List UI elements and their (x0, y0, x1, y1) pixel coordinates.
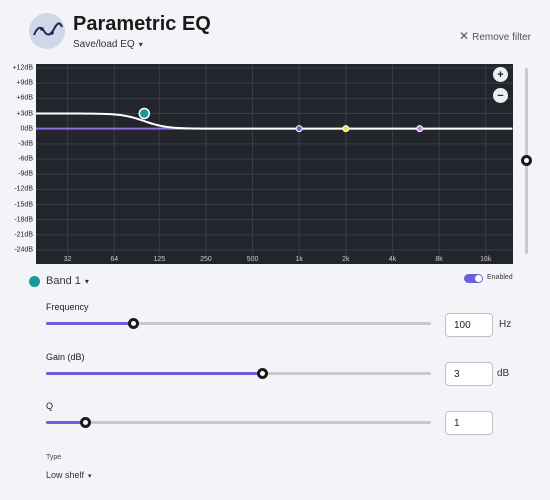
y-tick-label: -12dB (14, 185, 33, 193)
save-load-label: Save/load EQ (73, 39, 135, 50)
x-tick-label: 64 (110, 256, 119, 263)
frequency-unit: Hz (499, 319, 512, 330)
eq-response-curve (36, 112, 512, 130)
gain-slider-thumb[interactable] (256, 368, 268, 379)
band-dropdown[interactable]: Band 1 ▾ (46, 275, 89, 287)
close-icon: ✕ (459, 29, 470, 43)
y-tick-label: -21dB (14, 231, 33, 239)
x-tick-label: 250 (200, 256, 212, 263)
y-tick-label: -9dB (18, 170, 33, 178)
y-tick-label: -6dB (18, 155, 33, 163)
eq-graph-svg (36, 64, 513, 254)
y-tick-label: +3dB (16, 110, 33, 117)
x-tick-label: 125 (153, 256, 166, 263)
band-marker (342, 125, 350, 133)
frequency-slider[interactable] (46, 318, 431, 329)
enabled-toggle[interactable] (464, 274, 483, 283)
y-tick-label: -24dB (14, 246, 33, 254)
plus-icon: + (497, 68, 504, 81)
y-tick-label: +6dB (16, 94, 33, 102)
band-color-dot (29, 276, 40, 287)
volume-slider-thumb[interactable] (521, 155, 532, 166)
gain-unit: dB (497, 368, 510, 379)
x-axis-labels: 32 64 125 250 500 1k 2k 4k 8k 16k (36, 254, 513, 264)
x-tick-label: 500 (246, 256, 259, 263)
q-slider[interactable] (46, 417, 431, 428)
band-marker (416, 125, 424, 133)
enabled-label: Enabled (487, 274, 513, 281)
zoom-out-button[interactable]: − (493, 88, 508, 103)
chevron-down-icon: ▾ (84, 277, 89, 286)
save-load-eq-dropdown[interactable]: Save/load EQ ▾ (73, 39, 143, 50)
band-label: Band 1 (46, 275, 81, 287)
q-label: Q (46, 401, 54, 411)
chevron-down-icon: ▾ (88, 473, 92, 480)
minus-icon: − (497, 89, 504, 102)
y-tick-label: 0dB (20, 125, 33, 133)
eq-graph[interactable]: + − (36, 64, 513, 254)
q-slider-thumb[interactable] (79, 417, 91, 428)
filter-type-value: Low shelf (46, 470, 85, 480)
y-tick-label: -15dB (14, 201, 33, 208)
frequency-label: Frequency (46, 302, 89, 312)
frequency-slider-thumb[interactable] (127, 318, 139, 329)
x-tick-label: 1k (295, 256, 303, 263)
toggle-knob (475, 275, 482, 282)
frequency-input[interactable]: 100 (445, 313, 493, 337)
page-title: Parametric EQ (73, 13, 211, 35)
x-tick-label: 32 (63, 256, 72, 263)
q-input[interactable]: 1 (445, 411, 493, 435)
chevron-down-icon: ▾ (138, 40, 143, 49)
gain-input[interactable]: 3 (445, 362, 493, 386)
y-axis-labels: +12dB +9dB +6dB +3dB 0dB -3dB -6dB -9dB -12dB -15… (0, 64, 36, 254)
frequency-slider-fill (46, 322, 133, 325)
x-tick-label: 16k (480, 256, 492, 263)
x-tick-label: 8k (435, 256, 443, 263)
y-tick-label: +12dB (12, 64, 33, 72)
gain-label: Gain (dB) (46, 352, 85, 362)
type-label: Type (46, 454, 62, 461)
remove-filter-button[interactable]: ✕ Remove filter (459, 29, 531, 43)
zoom-in-button[interactable]: + (493, 67, 508, 82)
band-marker (295, 125, 303, 133)
remove-filter-label: Remove filter (472, 32, 531, 43)
y-tick-label: -3dB (18, 140, 33, 148)
band-marker (138, 107, 151, 120)
y-tick-label: -18dB (14, 216, 33, 224)
gain-slider[interactable] (46, 368, 431, 379)
filter-type-dropdown[interactable]: Low shelf ▾ (46, 470, 92, 480)
q-slider-fill (46, 421, 85, 424)
x-tick-label: 2k (342, 256, 350, 263)
y-tick-label: +9dB (16, 79, 33, 87)
eq-logo-icon (29, 13, 65, 49)
gain-slider-fill (46, 372, 262, 375)
x-tick-label: 4k (388, 256, 397, 263)
